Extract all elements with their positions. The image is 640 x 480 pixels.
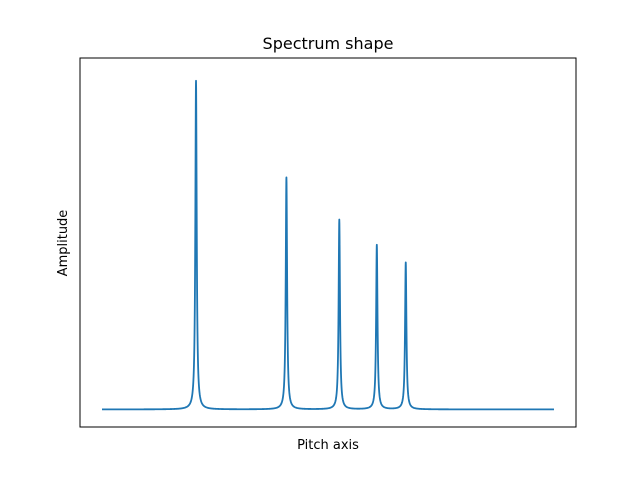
peak-point-5: [403, 259, 409, 265]
peak-point-2: [283, 174, 289, 180]
plot-area: [101, 79, 555, 411]
chart-title: Spectrum shape: [263, 34, 394, 53]
peak-point-3: [336, 216, 342, 222]
series-line: [101, 79, 555, 411]
x-axis-label: Pitch axis: [297, 438, 359, 453]
axes-frame: [79, 57, 577, 428]
y-axis-label: Amplitude: [56, 210, 71, 277]
peak-point-4: [374, 242, 380, 248]
peak-point-1: [193, 78, 199, 84]
